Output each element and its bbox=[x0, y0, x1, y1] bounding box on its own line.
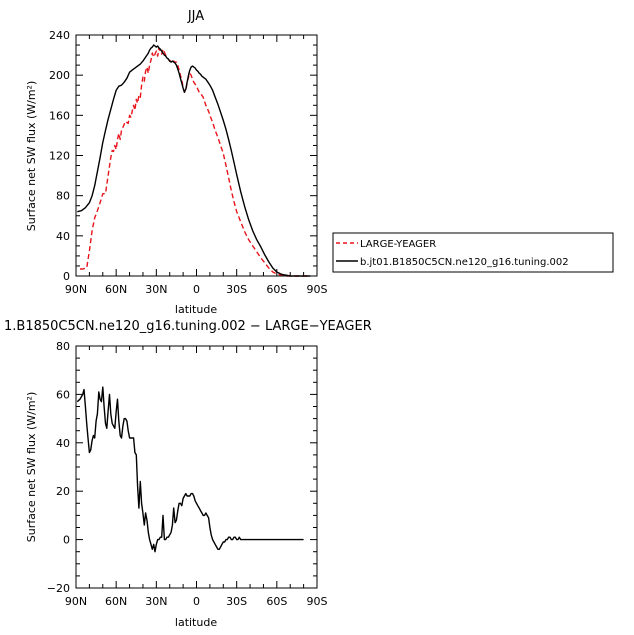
top-series-line-1 bbox=[77, 44, 311, 277]
bottom-y-tick-label: 60 bbox=[56, 388, 70, 401]
bottom-y-axis-label: Surface net SW flux (W/m²) bbox=[25, 392, 38, 543]
top-x-tick-label: 30N bbox=[145, 283, 167, 296]
top-plot-area: 90N 60N 30N 0 30S 60S 90S 0 40 80 120 160 200 240 bbox=[49, 29, 328, 296]
bottom-x-tick-label: 30N bbox=[145, 595, 167, 608]
legend: LARGE-YEAGER b.jt01.B1850C5CN.ne120_g16.… bbox=[332, 232, 614, 273]
top-x-tick-label: 90S bbox=[307, 283, 328, 296]
bottom-y-tick-label: 80 bbox=[56, 340, 70, 353]
bottom-x-axis-label: latitude bbox=[175, 616, 217, 629]
bottom-y-tick-label: 0 bbox=[63, 534, 70, 547]
bottom-x-tick-label: 30S bbox=[226, 595, 247, 608]
bottom-y-tick-label: −20 bbox=[47, 582, 70, 595]
bottom-chart-title: 1.B1850C5CN.ne120_g16.tuning.002 − LARGE… bbox=[4, 319, 372, 334]
top-y-tick-label: 40 bbox=[56, 230, 70, 243]
top-plot-frame bbox=[75, 34, 318, 277]
top-x-tick-label: 0 bbox=[193, 283, 200, 296]
top-x-tick-label: 60N bbox=[105, 283, 127, 296]
legend-label-b-jt01: b.jt01.B1850C5CN.ne120_g16.tuning.002 bbox=[360, 257, 569, 268]
bottom-x-tick-label: 90N bbox=[65, 595, 87, 608]
top-y-tick-label: 0 bbox=[63, 270, 70, 283]
bottom-x-tick-label: 90S bbox=[307, 595, 328, 608]
top-x-tick-label: 60S bbox=[266, 283, 287, 296]
top-y-axis-label: Surface net SW flux (W/m²) bbox=[25, 81, 38, 232]
top-panel: JJA 90N 60N 30N 0 30S 60S 90S 0 40 80 120 160 200 240… bbox=[25, 9, 614, 316]
bottom-y-tick-label: 20 bbox=[56, 485, 70, 498]
bottom-panel: 1.B1850C5CN.ne120_g16.tuning.002 − LARGE… bbox=[4, 319, 372, 629]
top-x-axis-label: latitude bbox=[175, 303, 217, 316]
bottom-y-tick-label: 40 bbox=[56, 437, 70, 450]
top-x-tick-label: 30S bbox=[226, 283, 247, 296]
top-y-tick-label: 160 bbox=[49, 109, 70, 122]
top-chart-title: JJA bbox=[187, 9, 204, 24]
bottom-x-tick-label: 60S bbox=[266, 595, 287, 608]
bottom-plot-frame bbox=[75, 345, 318, 589]
top-y-tick-label: 80 bbox=[56, 190, 70, 203]
bottom-x-tick-label: 0 bbox=[193, 595, 200, 608]
top-y-tick-label: 240 bbox=[49, 29, 70, 42]
top-series-line-0 bbox=[80, 47, 311, 277]
bottom-series-line-0 bbox=[76, 386, 304, 553]
top-y-tick-label: 200 bbox=[49, 69, 70, 82]
bottom-x-tick-label: 60N bbox=[105, 595, 127, 608]
legend-box bbox=[332, 232, 614, 273]
bottom-plot-area: 90N 60N 30N 0 30S 60S 90S −20 0 20 40 60 80 bbox=[47, 340, 328, 608]
top-x-tick-label: 90N bbox=[65, 283, 87, 296]
legend-label-large-yeager: LARGE-YEAGER bbox=[360, 239, 436, 250]
top-y-tick-label: 120 bbox=[49, 150, 70, 163]
